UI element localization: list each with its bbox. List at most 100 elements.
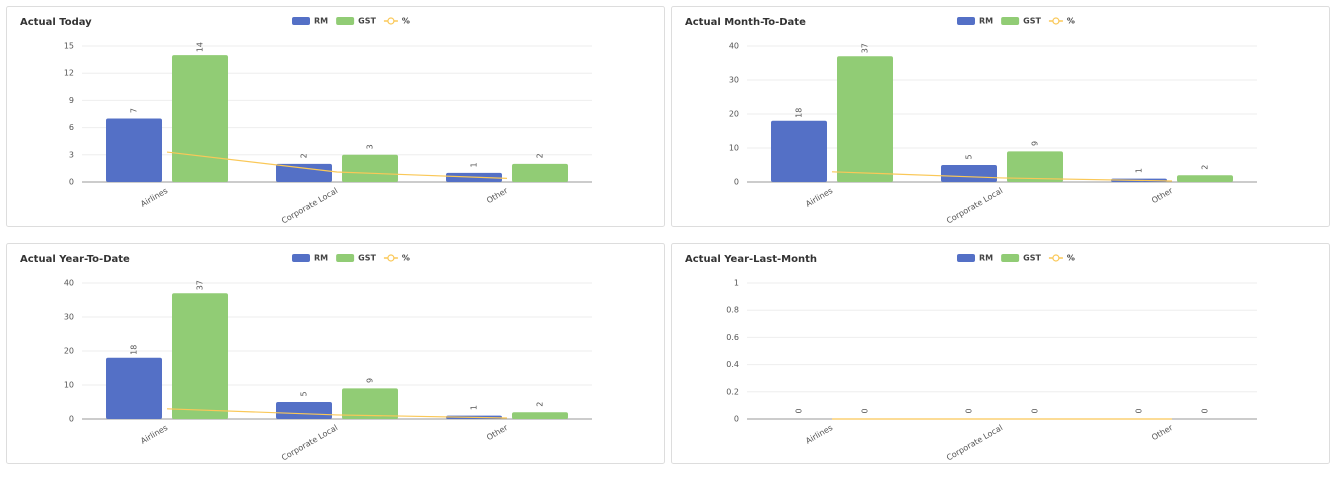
legend-label: GST: [1023, 254, 1041, 263]
chart-title: Actual Today: [20, 17, 92, 28]
bar: [342, 154, 398, 182]
value-label: 37: [196, 280, 205, 290]
x-tick-label: Other: [485, 186, 510, 206]
x-tick-label: Airlines: [804, 186, 834, 209]
legend-label: %: [1067, 254, 1075, 263]
legend-swatch: [336, 254, 355, 262]
chart-title: Actual Year-To-Date: [20, 254, 130, 265]
bar: [276, 402, 332, 419]
percent-line: [831, 171, 1173, 182]
x-tick-label: Other: [1150, 186, 1175, 206]
legend-marker: [387, 254, 395, 262]
y-tick-label: 6: [69, 123, 74, 132]
chart-title: Actual Year-Last-Month: [685, 254, 817, 265]
value-label: 0: [1031, 408, 1040, 413]
bar: [1177, 175, 1233, 182]
value-label: 2: [536, 402, 545, 407]
percent-line: [166, 408, 508, 419]
panel-border: [6, 6, 665, 227]
x-tick-label: Airlines: [139, 186, 169, 209]
panel-border: [6, 243, 665, 464]
y-tick-label: 0.2: [726, 387, 739, 396]
value-label: 9: [366, 378, 375, 383]
value-label: 0: [795, 408, 804, 413]
y-tick-label: 12: [64, 69, 74, 78]
bar: [1007, 151, 1063, 182]
legend-marker: [1052, 17, 1060, 25]
value-label: 1: [470, 405, 479, 410]
legend-label: %: [1067, 17, 1075, 26]
legend-swatch: [292, 254, 310, 262]
y-tick-label: 20: [64, 347, 74, 356]
y-tick-label: 40: [64, 279, 74, 288]
value-label: 0: [965, 408, 974, 413]
value-label: 0: [1135, 408, 1144, 413]
y-tick-label: 10: [64, 381, 74, 390]
y-tick-label: 0: [69, 178, 74, 187]
bar: [172, 293, 228, 419]
x-tick-label: Airlines: [139, 423, 169, 446]
value-label: 2: [300, 153, 309, 158]
legend-label: GST: [358, 17, 376, 26]
legend-label: RM: [314, 17, 328, 26]
bar: [276, 163, 332, 182]
value-label: 2: [1201, 165, 1210, 170]
value-label: 18: [795, 108, 804, 118]
chart-panel: Actual Year-Last-Month RM GST % 0 0.2 0.4 0.6 0.…: [671, 243, 1330, 464]
value-label: 3: [366, 144, 375, 149]
panel-border: [671, 243, 1330, 464]
bar: [106, 118, 162, 182]
y-tick-label: 0.6: [726, 333, 739, 342]
y-tick-label: 0: [69, 415, 74, 424]
y-tick-label: 1: [734, 279, 739, 288]
x-tick-label: Corporate Local: [280, 423, 339, 462]
y-tick-label: 0: [734, 415, 739, 424]
bar: [512, 412, 568, 419]
panel-border: [671, 6, 1330, 227]
value-label: 1: [1135, 168, 1144, 173]
value-label: 2: [536, 153, 545, 158]
legend-label: %: [402, 254, 410, 263]
legend-swatch: [1001, 17, 1020, 25]
chart-panel: Actual Year-To-Date RM GST % 0 10 20 30 40 Airlin…: [6, 243, 665, 464]
legend-label: %: [402, 17, 410, 26]
bar: [837, 56, 893, 183]
value-label: 0: [1201, 408, 1210, 413]
value-label: 1: [470, 162, 479, 167]
legend-label: GST: [1023, 17, 1041, 26]
bar: [342, 388, 398, 419]
legend-marker: [387, 17, 395, 25]
legend-swatch: [292, 17, 310, 25]
y-tick-label: 20: [729, 110, 739, 119]
x-tick-label: Other: [1150, 423, 1175, 443]
value-label: 5: [300, 391, 309, 396]
legend-label: RM: [979, 17, 993, 26]
legend-swatch: [957, 254, 975, 262]
legend-label: RM: [314, 254, 328, 263]
y-tick-label: 0.4: [726, 360, 739, 369]
value-label: 7: [130, 108, 139, 113]
value-label: 18: [130, 345, 139, 355]
x-tick-label: Airlines: [804, 423, 834, 446]
value-label: 14: [196, 42, 205, 52]
legend-label: RM: [979, 254, 993, 263]
legend-marker: [1052, 254, 1060, 262]
legend-swatch: [957, 17, 975, 25]
y-tick-label: 30: [729, 76, 739, 85]
y-tick-label: 40: [729, 42, 739, 51]
y-tick-label: 9: [69, 96, 74, 105]
y-tick-label: 10: [729, 144, 739, 153]
y-tick-label: 0: [734, 178, 739, 187]
x-tick-label: Corporate Local: [945, 423, 1004, 462]
y-tick-label: 30: [64, 313, 74, 322]
bar: [771, 120, 827, 182]
y-tick-label: 0.8: [726, 306, 739, 315]
bar: [172, 55, 228, 182]
value-label: 5: [965, 154, 974, 159]
percent-line: [166, 151, 508, 179]
value-label: 9: [1031, 141, 1040, 146]
legend-label: GST: [358, 254, 376, 263]
x-tick-label: Other: [485, 423, 510, 443]
